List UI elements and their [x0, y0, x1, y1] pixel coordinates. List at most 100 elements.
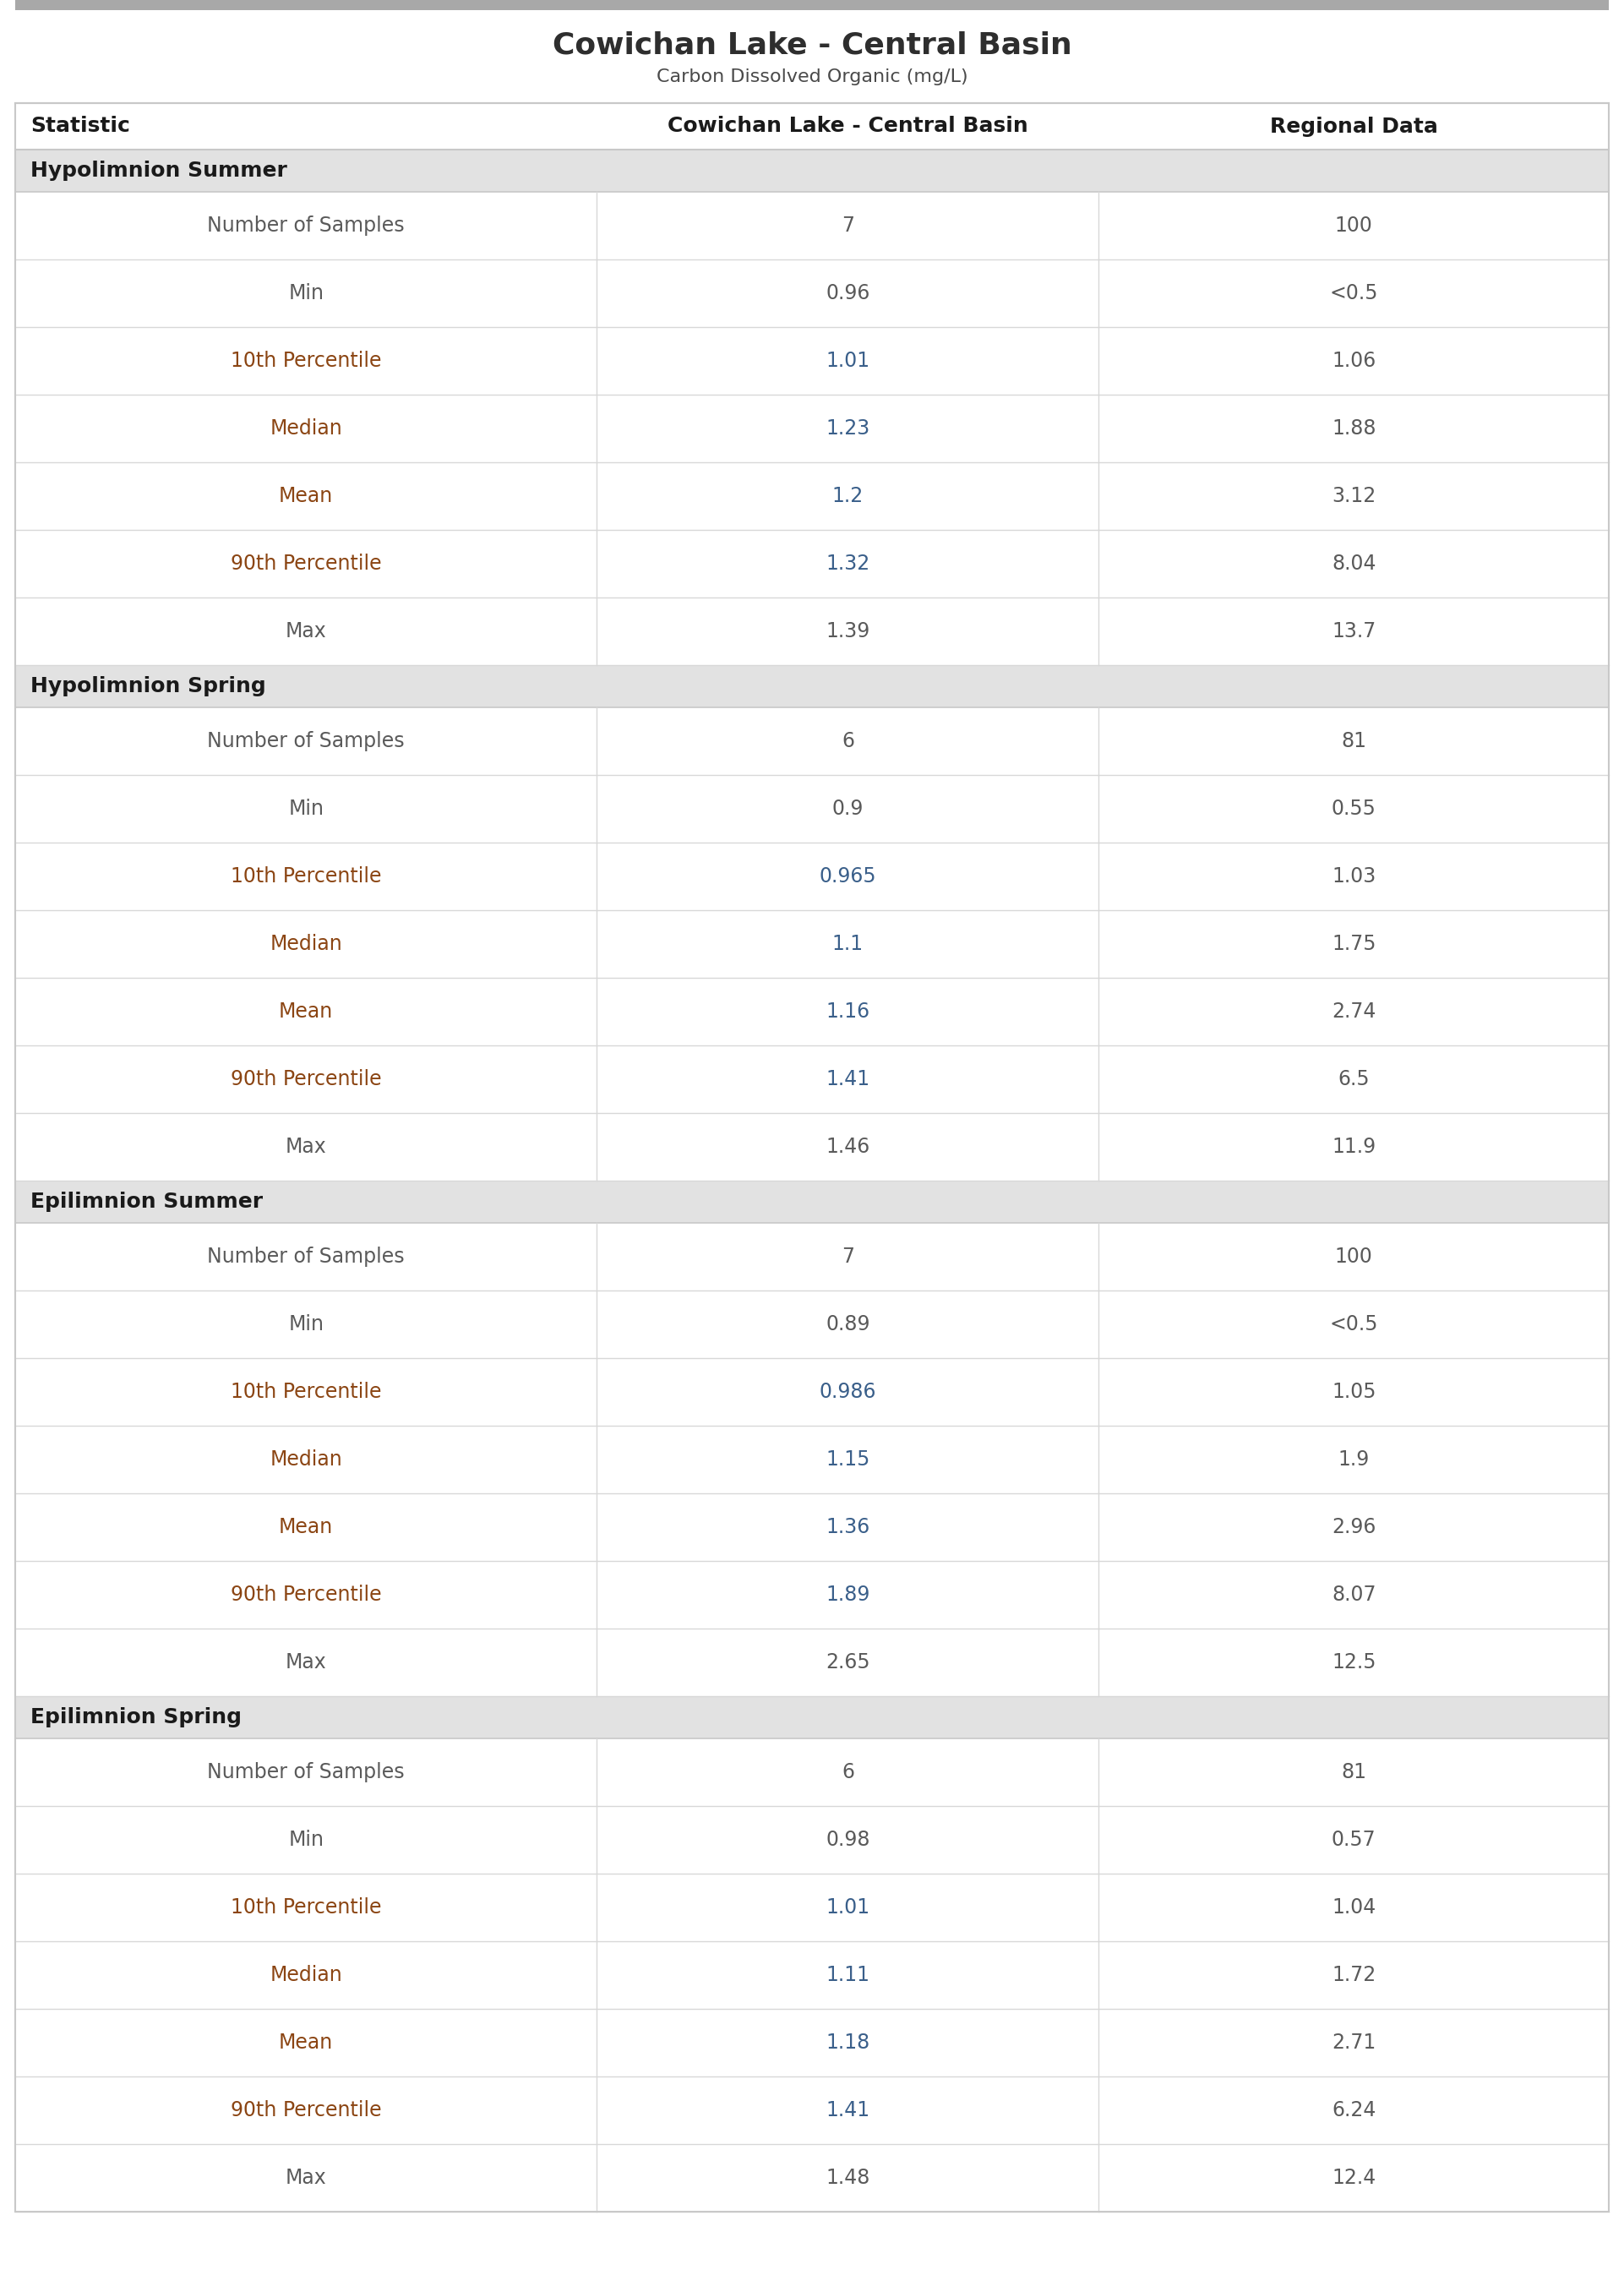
Text: 12.5: 12.5 [1332, 1653, 1376, 1673]
Bar [15, 102, 1609, 150]
Text: 1.88: 1.88 [1332, 418, 1376, 438]
Text: Number of Samples: Number of Samples [208, 1762, 404, 1782]
Text: 10th Percentile: 10th Percentile [231, 352, 382, 370]
Text: 0.89: 0.89 [825, 1314, 870, 1335]
Text: 7: 7 [841, 1246, 854, 1267]
Text: Number of Samples: Number of Samples [208, 1246, 404, 1267]
Bar [15, 1739, 1609, 1807]
Bar [15, 193, 1609, 259]
Text: 2.96: 2.96 [1332, 1516, 1376, 1537]
Text: <0.5: <0.5 [1330, 284, 1379, 304]
Text: Median: Median [270, 1448, 343, 1469]
Text: 6.24: 6.24 [1332, 2100, 1376, 2120]
Bar [15, 1180, 1609, 1224]
Bar [15, 1112, 1609, 1180]
Bar [15, 774, 1609, 842]
Text: Hypolimnion Spring: Hypolimnion Spring [31, 676, 266, 697]
Text: Hypolimnion Summer: Hypolimnion Summer [31, 161, 287, 182]
Text: Median: Median [270, 418, 343, 438]
Text: 81: 81 [1341, 1762, 1366, 1782]
Text: Min: Min [289, 1830, 323, 1850]
Text: 0.96: 0.96 [825, 284, 870, 304]
Text: Statistic: Statistic [31, 116, 130, 136]
Text: Mean: Mean [279, 1001, 333, 1022]
Text: Max: Max [286, 1137, 326, 1158]
Text: 1.39: 1.39 [825, 622, 870, 642]
Text: 1.48: 1.48 [825, 2168, 870, 2188]
Bar [15, 529, 1609, 597]
Bar [15, 978, 1609, 1046]
Text: 10th Percentile: 10th Percentile [231, 867, 382, 888]
Text: 2.65: 2.65 [825, 1653, 870, 1673]
Bar [15, 842, 1609, 910]
Text: 1.9: 1.9 [1338, 1448, 1369, 1469]
Text: 1.04: 1.04 [1332, 1898, 1376, 1918]
Text: 0.965: 0.965 [818, 867, 877, 888]
Bar [15, 910, 1609, 978]
Text: Regional Data: Regional Data [1270, 116, 1437, 136]
Text: 7: 7 [841, 216, 854, 236]
Bar [15, 708, 1609, 774]
Text: 1.18: 1.18 [825, 2032, 870, 2052]
Text: Cowichan Lake - Central Basin: Cowichan Lake - Central Basin [552, 32, 1072, 59]
Text: 1.01: 1.01 [827, 1898, 870, 1918]
Text: Epilimnion Spring: Epilimnion Spring [31, 1707, 242, 1727]
Text: 90th Percentile: 90th Percentile [231, 1069, 382, 1090]
Text: 6: 6 [841, 1762, 854, 1782]
Text: 2.74: 2.74 [1332, 1001, 1376, 1022]
Text: 0.9: 0.9 [831, 799, 864, 819]
Bar [15, 1494, 1609, 1562]
Text: Min: Min [289, 1314, 323, 1335]
Text: 2.71: 2.71 [1332, 2032, 1376, 2052]
Text: 90th Percentile: 90th Percentile [231, 2100, 382, 2120]
Bar [15, 2145, 1609, 2211]
Text: 13.7: 13.7 [1332, 622, 1376, 642]
Text: 1.16: 1.16 [827, 1001, 870, 1022]
Text: 10th Percentile: 10th Percentile [231, 1898, 382, 1918]
Text: Number of Samples: Number of Samples [208, 731, 404, 751]
Text: Mean: Mean [279, 1516, 333, 1537]
Bar [15, 2009, 1609, 2077]
Text: 1.2: 1.2 [831, 486, 864, 506]
Bar [15, 463, 1609, 529]
Text: 1.75: 1.75 [1332, 933, 1376, 953]
Text: 1.36: 1.36 [825, 1516, 870, 1537]
Bar [15, 9, 1609, 102]
Text: 8.04: 8.04 [1332, 554, 1376, 574]
Bar [15, 0, 1609, 9]
Bar [15, 665, 1609, 708]
Text: 1.41: 1.41 [827, 2100, 870, 2120]
Text: 100: 100 [1335, 1246, 1372, 1267]
Text: 12.4: 12.4 [1332, 2168, 1376, 2188]
Bar [15, 1941, 1609, 2009]
Text: 6: 6 [841, 731, 854, 751]
Bar [15, 259, 1609, 327]
Text: Max: Max [286, 622, 326, 642]
Text: Min: Min [289, 284, 323, 304]
Text: Median: Median [270, 933, 343, 953]
Text: 1.72: 1.72 [1332, 1966, 1376, 1986]
Bar [15, 150, 1609, 193]
Text: 8.07: 8.07 [1332, 1584, 1376, 1605]
Text: 1.41: 1.41 [827, 1069, 870, 1090]
Text: Number of Samples: Number of Samples [208, 216, 404, 236]
Text: 0.57: 0.57 [1332, 1830, 1376, 1850]
Text: <0.5: <0.5 [1330, 1314, 1379, 1335]
Bar [15, 1628, 1609, 1696]
Text: 90th Percentile: 90th Percentile [231, 1584, 382, 1605]
Text: 0.98: 0.98 [825, 1830, 870, 1850]
Text: Mean: Mean [279, 486, 333, 506]
Bar [15, 1873, 1609, 1941]
Bar [15, 1046, 1609, 1112]
Bar [15, 2077, 1609, 2145]
Text: 81: 81 [1341, 731, 1366, 751]
Text: 90th Percentile: 90th Percentile [231, 554, 382, 574]
Text: 1.15: 1.15 [825, 1448, 870, 1469]
Bar [15, 1292, 1609, 1357]
Text: Max: Max [286, 1653, 326, 1673]
Bar [15, 1224, 1609, 1292]
Text: Cowichan Lake - Central Basin: Cowichan Lake - Central Basin [667, 116, 1028, 136]
Text: 0.55: 0.55 [1332, 799, 1376, 819]
Bar [15, 1562, 1609, 1628]
Text: 100: 100 [1335, 216, 1372, 236]
